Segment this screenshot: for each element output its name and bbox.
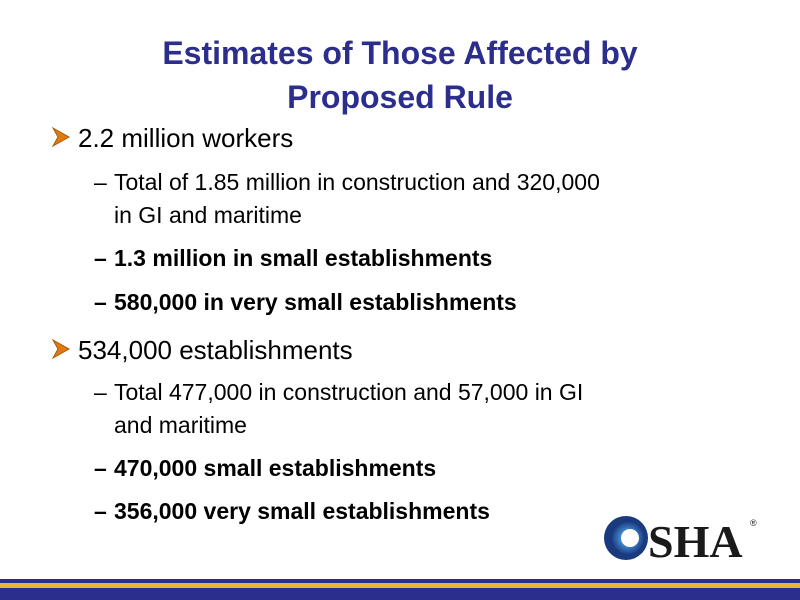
dash-marker: – xyxy=(94,169,107,195)
dash-marker: – xyxy=(94,455,107,481)
osha-logo-icon: SHA ® xyxy=(604,516,757,564)
title-line-2: Proposed Rule xyxy=(287,79,513,115)
footer-bar xyxy=(0,579,800,600)
sub-bullet-text: 470,000 small establishments xyxy=(114,455,437,481)
bullet-text: 534,000 establishments xyxy=(78,335,353,365)
sub-bullet-text: 580,000 in very small establishments xyxy=(114,289,517,315)
sub-bullet-line-1: Total of 1.85 million in construction an… xyxy=(114,169,600,195)
dash-marker: – xyxy=(94,498,107,524)
bullet-text: 2.2 million workers xyxy=(78,123,294,153)
registered-mark: ® xyxy=(750,518,757,528)
logo-text: SHA xyxy=(648,516,743,564)
sub-bullet-line-1: Total 477,000 in construction and 57,000… xyxy=(114,379,584,405)
sub-bullet-line-2: and maritime xyxy=(114,412,247,438)
slide-title: Estimates of Those Affected by Proposed … xyxy=(60,31,740,119)
sub-bullet-line-2: in GI and maritime xyxy=(114,202,302,228)
title-line-1: Estimates of Those Affected by xyxy=(162,35,638,71)
sub-bullet-text: 356,000 very small establishments xyxy=(114,498,490,524)
dash-marker: – xyxy=(94,289,107,315)
arrow-bullet-icon xyxy=(51,126,71,148)
sub-bullet-text: 1.3 million in small establishments xyxy=(114,245,493,271)
dash-marker: – xyxy=(94,245,107,271)
dash-marker: – xyxy=(94,379,107,405)
arrow-bullet-icon xyxy=(51,338,71,360)
